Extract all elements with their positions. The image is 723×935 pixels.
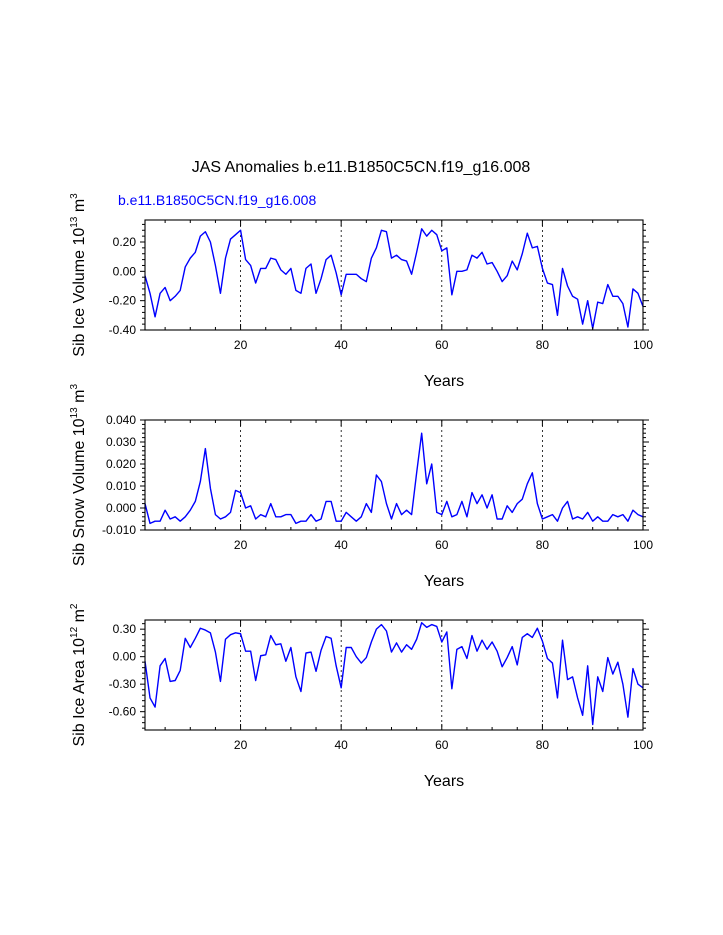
series-line bbox=[144, 622, 644, 726]
figure-title: JAS Anomalies b.e11.B1850C5CN.f19_g16.00… bbox=[192, 159, 531, 176]
x-tick-label: 60 bbox=[435, 738, 449, 752]
x-tick-label: 80 bbox=[536, 538, 550, 552]
y-tick-label: 0.010 bbox=[106, 479, 136, 493]
y-tick-label: 0.30 bbox=[113, 622, 137, 636]
y-axis-title: Sib Ice Volume 1013 m3 bbox=[69, 193, 88, 357]
y-tick-label: -0.40 bbox=[109, 323, 137, 337]
y-tick-label: -0.20 bbox=[109, 294, 137, 308]
x-tick-label: 20 bbox=[234, 738, 248, 752]
y-tick-label: -0.010 bbox=[102, 523, 136, 537]
x-axis-title: Years bbox=[424, 773, 464, 790]
y-tick-label: -0.60 bbox=[109, 705, 137, 719]
x-tick-label: 80 bbox=[536, 738, 550, 752]
x-axis-title: Years bbox=[424, 573, 464, 590]
x-tick-label: 80 bbox=[536, 338, 550, 352]
panels: 20 40 60 80 100 -0.40 -0.20 0.00 0.20 Years Sib Ic… bbox=[69, 193, 653, 790]
x-tick-label: 60 bbox=[435, 338, 449, 352]
y-axis-title: Sib Snow Volume 1013 m3 bbox=[69, 384, 88, 567]
case-subtitle: b.e11.B1850C5CN.f19_g16.008 bbox=[118, 192, 316, 208]
plot-frame bbox=[144, 219, 644, 331]
x-tick-label: 20 bbox=[234, 338, 248, 352]
y-tick-label: 0.040 bbox=[106, 413, 136, 427]
y-tick-label: 0.020 bbox=[106, 457, 136, 471]
x-tick-label: 20 bbox=[234, 538, 248, 552]
y-tick-label: 0.00 bbox=[113, 650, 137, 664]
x-tick-label: 40 bbox=[335, 338, 349, 352]
x-tick-label: 40 bbox=[335, 738, 349, 752]
plot-frame bbox=[144, 619, 644, 731]
y-tick-label: 0.00 bbox=[113, 264, 137, 278]
y-tick-label: 0.030 bbox=[106, 435, 136, 449]
x-tick-label: 100 bbox=[633, 538, 653, 552]
y-tick-label: 0.20 bbox=[113, 235, 137, 249]
panel-sib-snow-volume: 20 40 60 80 100 -0.010 0.000 0.010 0.020 0.030 0.0… bbox=[69, 384, 653, 591]
series-line bbox=[144, 432, 644, 525]
plot-frame bbox=[144, 419, 644, 531]
x-axis-title: Years bbox=[424, 373, 464, 390]
panel-sib-ice-area: 20 40 60 80 100 -0.60 -0.30 0.00 0.30 Years Sib Ic… bbox=[69, 603, 653, 790]
x-tick-label: 100 bbox=[633, 338, 653, 352]
x-tick-label: 100 bbox=[633, 738, 653, 752]
y-axis-title: Sib Ice Area 1012 m2 bbox=[69, 603, 88, 746]
y-tick-label: 0.000 bbox=[106, 501, 136, 515]
x-tick-label: 60 bbox=[435, 538, 449, 552]
panel-sib-ice-volume: 20 40 60 80 100 -0.40 -0.20 0.00 0.20 Years Sib Ic… bbox=[69, 193, 653, 390]
series-line bbox=[144, 228, 644, 330]
x-tick-label: 40 bbox=[335, 538, 349, 552]
y-tick-label: -0.30 bbox=[109, 677, 137, 691]
